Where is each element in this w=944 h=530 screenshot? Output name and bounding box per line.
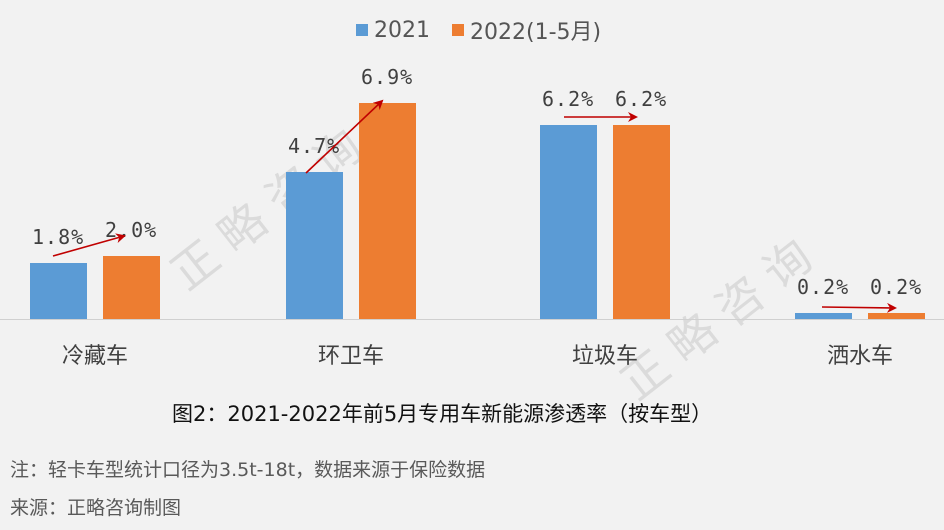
chart-legend: 2021 2022(1-5月) [356, 14, 623, 46]
data-label: 6.2% [615, 87, 668, 111]
bar-2022-3 [868, 313, 925, 319]
bar-2021-3 [795, 313, 852, 319]
bar-2022-2 [613, 125, 670, 319]
bar-2022-0 [103, 256, 160, 319]
data-label: 4.7% [288, 134, 341, 158]
data-label: 6.2% [542, 87, 595, 111]
footnote: 注：轻卡车型统计口径为3.5t-18t，数据来源于保险数据 [10, 459, 486, 481]
data-label: 0.2% [797, 275, 850, 299]
arrow-icon [821, 302, 897, 313]
chart-caption: 图2：2021-2022年前5月专用车新能源渗透率（按车型） [172, 402, 713, 426]
category-label: 冷藏车 [61, 344, 128, 369]
category-label: 洒水车 [826, 344, 893, 369]
legend-swatch-2021 [356, 24, 368, 36]
arrow-icon [52, 233, 126, 257]
source-note: 来源：正略咨询制图 [10, 497, 182, 519]
bar-2022-1 [359, 103, 416, 319]
category-label: 垃圾车 [571, 344, 638, 369]
data-label: 0.2% [870, 275, 923, 299]
x-axis-line [0, 319, 944, 320]
bar-2021-2 [540, 125, 597, 319]
bar-2021-1 [286, 172, 343, 319]
data-label: 2.0% [105, 218, 158, 242]
data-label: 6.9% [361, 65, 414, 89]
category-label: 环卫车 [317, 344, 384, 369]
data-label: 1.8% [32, 225, 85, 249]
bar-2021-0 [30, 263, 87, 319]
legend-item-2021: 2021 [356, 18, 430, 43]
legend-swatch-2022 [452, 24, 464, 36]
legend-item-2022: 2022(1-5月) [452, 14, 601, 46]
legend-label-2022: 2022(1-5月) [470, 20, 602, 45]
legend-label-2021: 2021 [374, 17, 430, 43]
arrow-icon [305, 99, 384, 174]
